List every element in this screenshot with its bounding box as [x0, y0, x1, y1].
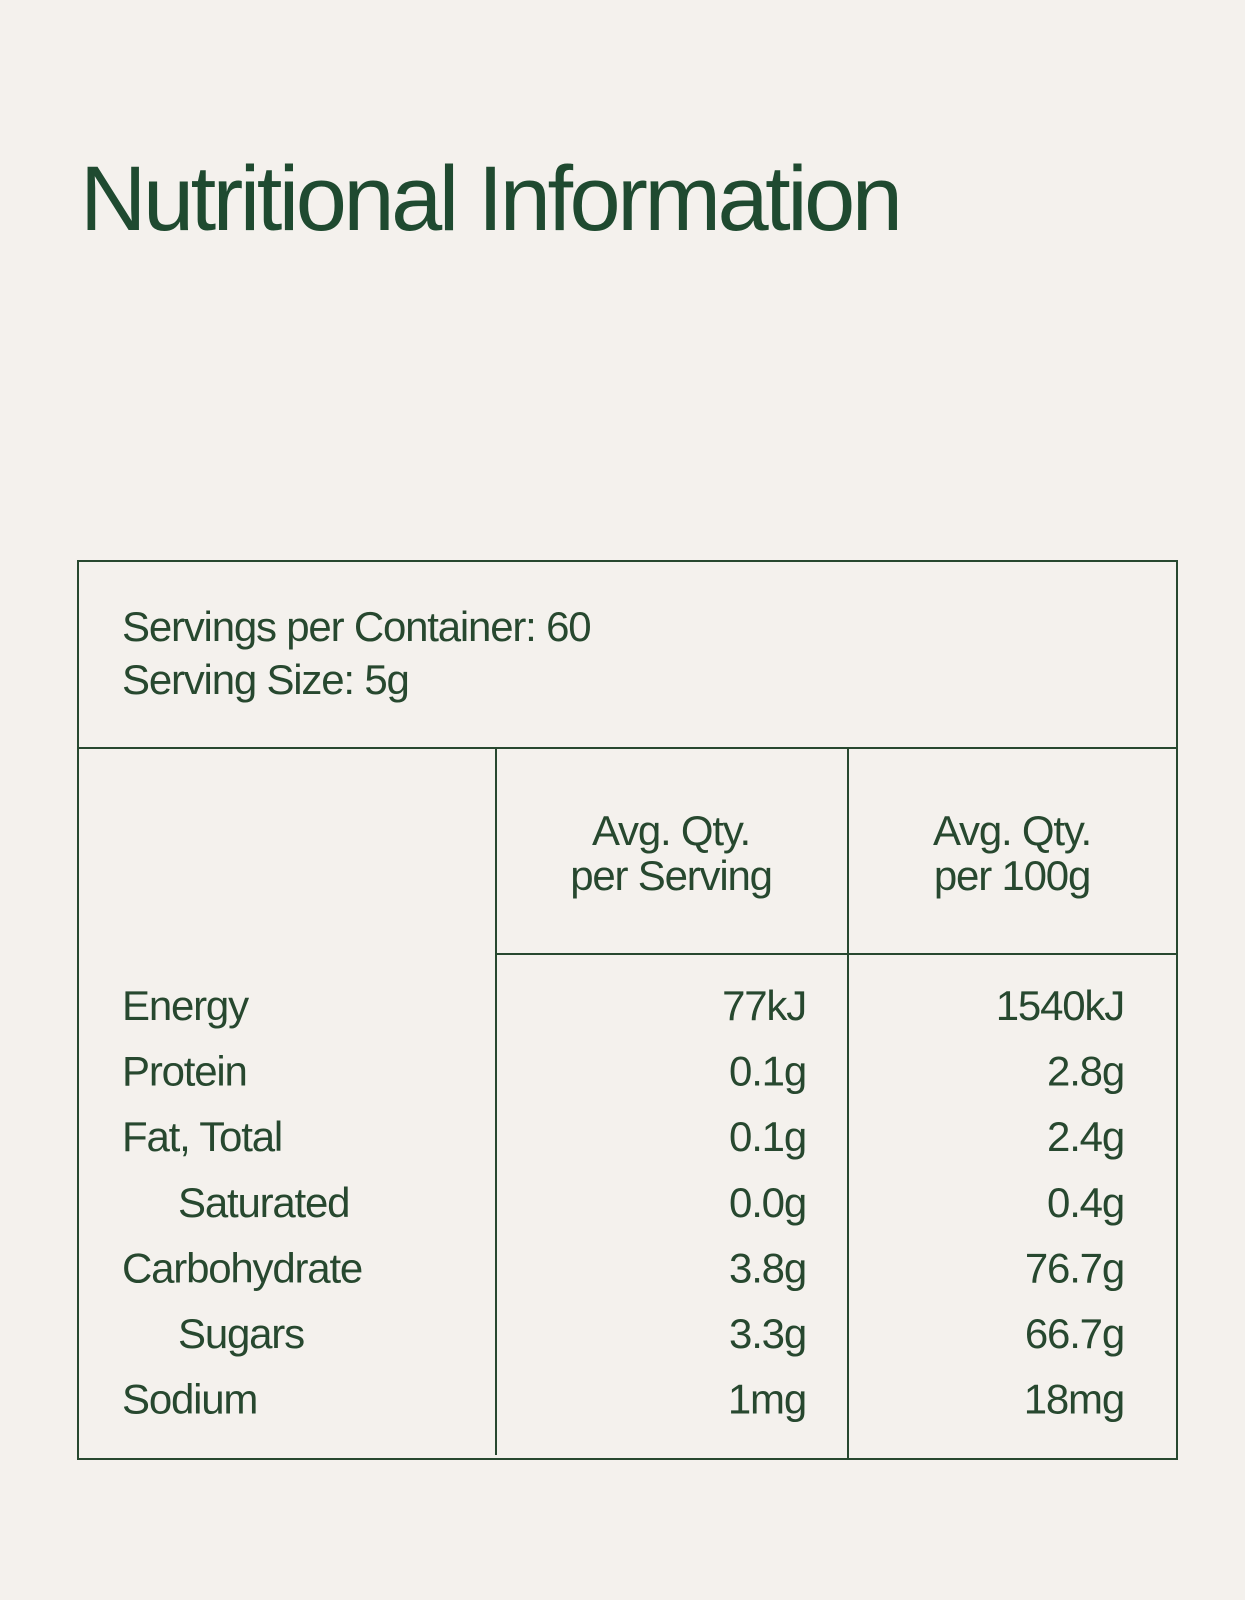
per-100g-value: 76.7g	[1025, 1244, 1124, 1291]
serving-info: Serving Size: 5g	[122, 656, 409, 703]
per-serving-value: 3.3g	[729, 1310, 806, 1357]
title: Nutritional Information	[80, 148, 899, 250]
per-serving-value: 3.8g	[729, 1244, 806, 1291]
nutrient-name: Fat, Total	[122, 1113, 282, 1160]
per-100g-value: 18mg	[1024, 1376, 1124, 1423]
serving-info: Servings per Container: 60	[122, 603, 590, 650]
per-serving-value: 0.0g	[729, 1179, 806, 1226]
per-100g-value: 1540kJ	[996, 982, 1124, 1029]
per-serving-value: 77kJ	[722, 982, 806, 1029]
per-100g-value: 2.4g	[1047, 1113, 1124, 1160]
column-header: per Serving	[570, 852, 772, 899]
nutrient-name: Carbohydrate	[122, 1244, 362, 1291]
nutrient-name: Energy	[122, 982, 249, 1029]
nutrient-name: Saturated	[178, 1179, 349, 1226]
column-header: Avg. Qty.	[933, 807, 1091, 854]
column-header: Avg. Qty.	[592, 807, 750, 854]
nutrient-name: Sugars	[178, 1310, 304, 1357]
per-100g-value: 2.8g	[1047, 1048, 1124, 1095]
nutrient-name: Protein	[122, 1048, 247, 1095]
per-serving-value: 0.1g	[729, 1113, 806, 1160]
per-serving-value: 0.1g	[729, 1048, 806, 1095]
table-border	[77, 560, 1178, 1460]
nutrient-name: Sodium	[122, 1376, 257, 1423]
per-serving-value: 1mg	[728, 1376, 806, 1423]
per-100g-value: 66.7g	[1025, 1310, 1124, 1357]
column-header: per 100g	[934, 852, 1090, 899]
per-100g-value: 0.4g	[1047, 1179, 1124, 1226]
